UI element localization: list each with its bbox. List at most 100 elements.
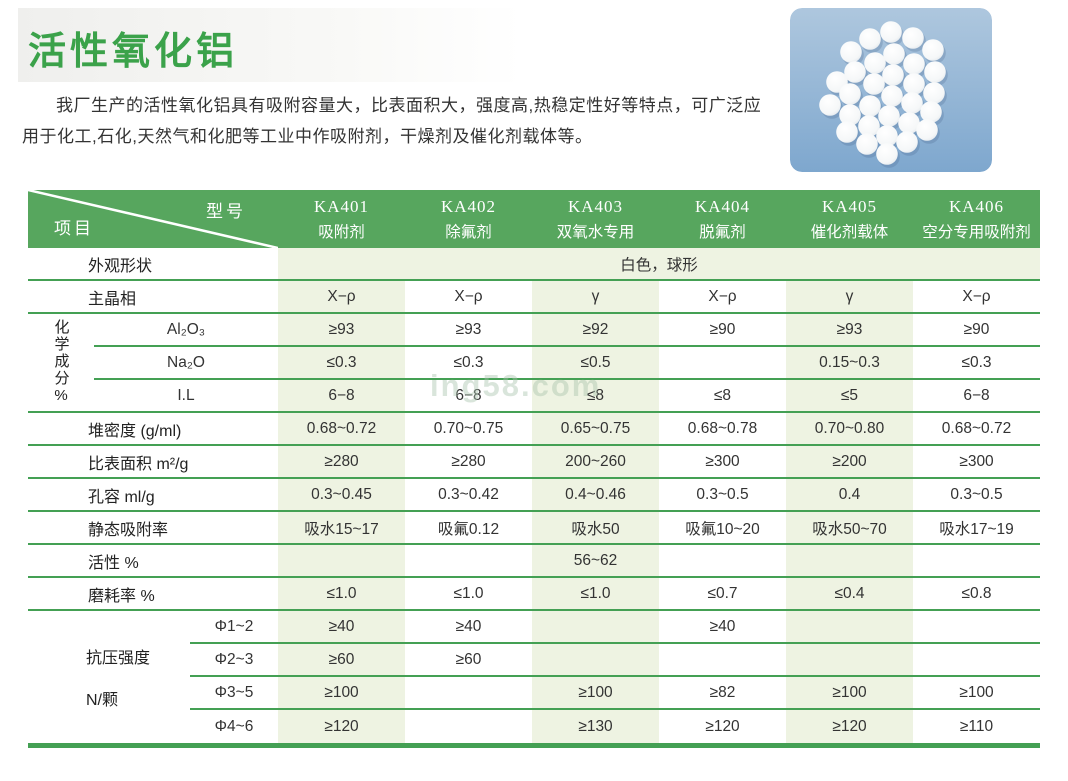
table-cell: 0.3~0.45 xyxy=(278,479,405,512)
table-cell: ≥200 xyxy=(786,446,913,479)
spec-table-wrap: 型号 项目 KA401 吸附剂 KA402 除氟剂 KA403 双氧水专用 KA404 脱氟剂… xyxy=(28,190,1040,748)
row-label: 静态吸附率 xyxy=(28,512,278,545)
table-cell: ≤8 xyxy=(532,380,659,413)
row-sublabel: I.L xyxy=(94,380,278,413)
title-band: 活性氧化铝 xyxy=(18,8,523,82)
row-sublabel: Al₂O₃ xyxy=(94,314,278,347)
row-sublabel: Φ4~6 xyxy=(190,710,278,743)
table-cell: 白色，球形 xyxy=(278,248,1040,281)
table-cell: ≥92 xyxy=(532,314,659,347)
table-cell xyxy=(405,545,532,578)
column-header-ka402: KA402 除氟剂 xyxy=(405,190,532,248)
strength-group-line: 抗压强度 xyxy=(86,650,151,667)
row-label: 主晶相 xyxy=(28,281,278,314)
table-cell xyxy=(532,611,659,644)
table-cell: 56~62 xyxy=(532,545,659,578)
row-sublabel: Φ3~5 xyxy=(190,677,278,710)
table-cell: ≥90 xyxy=(913,314,1040,347)
table-cell: 0.70~0.80 xyxy=(786,413,913,446)
table-cell: 0.68~0.72 xyxy=(278,413,405,446)
table-cell: γ xyxy=(532,281,659,314)
table-cell: 0.3~0.5 xyxy=(913,479,1040,512)
column-header-model: KA405 xyxy=(821,196,878,216)
table-cell: 6−8 xyxy=(913,380,1040,413)
table-cell: ≥93 xyxy=(278,314,405,347)
table-cell: ≥300 xyxy=(659,446,786,479)
row-sublabel: Φ1~2 xyxy=(190,611,278,644)
column-header-ka403: KA403 双氧水专用 xyxy=(532,190,659,248)
table-cell: ≤0.5 xyxy=(532,347,659,380)
table-cell: γ xyxy=(786,281,913,314)
corner-label-item: 项目 xyxy=(54,219,94,238)
table-cell xyxy=(913,611,1040,644)
row-label: 堆密度 (g/ml) xyxy=(28,413,278,446)
table-cell: X−ρ xyxy=(405,281,532,314)
table-cell: 0.70~0.75 xyxy=(405,413,532,446)
table-cell: ≥120 xyxy=(659,710,786,743)
table-cell: ≥120 xyxy=(278,710,405,743)
column-header-ka401: KA401 吸附剂 xyxy=(278,190,405,248)
column-header-use: 除氟剂 xyxy=(445,223,492,241)
alumina-balls xyxy=(819,21,946,165)
table-cell: ≤5 xyxy=(786,380,913,413)
column-header-use: 吸附剂 xyxy=(318,223,365,241)
table-cell xyxy=(913,545,1040,578)
table-cell: ≥280 xyxy=(278,446,405,479)
corner-label-model: 型号 xyxy=(206,202,246,221)
column-header-model: KA404 xyxy=(694,196,751,216)
table-cell: 吸水50 xyxy=(532,512,659,545)
table-cell: ≥300 xyxy=(913,446,1040,479)
table-cell: 0.4~0.46 xyxy=(532,479,659,512)
column-header-ka405: KA405 催化剂载体 xyxy=(786,190,913,248)
product-photo xyxy=(790,8,992,172)
spec-table: 型号 项目 KA401 吸附剂 KA402 除氟剂 KA403 双氧水专用 KA404 脱氟剂… xyxy=(28,190,1040,743)
table-cell: ≤1.0 xyxy=(532,578,659,611)
table-cell: 吸水50~70 xyxy=(786,512,913,545)
column-header-model: KA401 xyxy=(313,196,370,216)
table-cell: 0.15~0.3 xyxy=(786,347,913,380)
table-cell: 6−8 xyxy=(278,380,405,413)
table-cell: 吸氟0.12 xyxy=(405,512,532,545)
table-cell: ≥100 xyxy=(786,677,913,710)
corner-diagonal-line xyxy=(28,190,278,248)
table-cell: ≥280 xyxy=(405,446,532,479)
table-cell xyxy=(786,545,913,578)
column-header-use: 催化剂载体 xyxy=(810,223,889,241)
table-cell: 吸氟10~20 xyxy=(659,512,786,545)
table-cell: X−ρ xyxy=(913,281,1040,314)
column-header-use: 脱氟剂 xyxy=(699,223,746,241)
table-cell: ≤8 xyxy=(659,380,786,413)
table-cell: ≥90 xyxy=(659,314,786,347)
column-header-model: KA403 xyxy=(567,196,624,216)
table-cell: ≥130 xyxy=(532,710,659,743)
table-cell: ≥110 xyxy=(913,710,1040,743)
table-cell: ≤0.8 xyxy=(913,578,1040,611)
column-header-use: 双氧水专用 xyxy=(556,223,635,241)
table-cell: ≥120 xyxy=(786,710,913,743)
table-cell: 吸水15~17 xyxy=(278,512,405,545)
column-header-model: KA402 xyxy=(440,196,497,216)
table-cell: ≤1.0 xyxy=(405,578,532,611)
table-cell xyxy=(278,545,405,578)
table-cell: ≤1.0 xyxy=(278,578,405,611)
table-cell: 200~260 xyxy=(532,446,659,479)
table-cell: ≥93 xyxy=(405,314,532,347)
table-cell xyxy=(405,677,532,710)
row-label: 孔容 ml/g xyxy=(28,479,278,512)
table-cell: ≤0.3 xyxy=(405,347,532,380)
row-label: 活性 % xyxy=(28,545,278,578)
strength-group-label: 抗压强度 N/颗 xyxy=(28,611,190,743)
table-cell: ≥100 xyxy=(913,677,1040,710)
column-header-ka404: KA404 脱氟剂 xyxy=(659,190,786,248)
table-cell: 0.3~0.5 xyxy=(659,479,786,512)
table-cell: ≤0.3 xyxy=(278,347,405,380)
page-title: 活性氧化铝 xyxy=(28,31,239,73)
intro-paragraph: 我厂生产的活性氧化铝具有吸附容量大，比表面积大，强度高,热稳定性好等特点，可广泛… xyxy=(22,96,762,146)
table-cell: ≤0.4 xyxy=(786,578,913,611)
table-cell xyxy=(913,644,1040,677)
table-cell: 0.68~0.72 xyxy=(913,413,1040,446)
table-cell: ≥60 xyxy=(278,644,405,677)
table-cell: ≥40 xyxy=(278,611,405,644)
column-header-ka406: KA406 空分专用吸附剂 xyxy=(913,190,1040,248)
